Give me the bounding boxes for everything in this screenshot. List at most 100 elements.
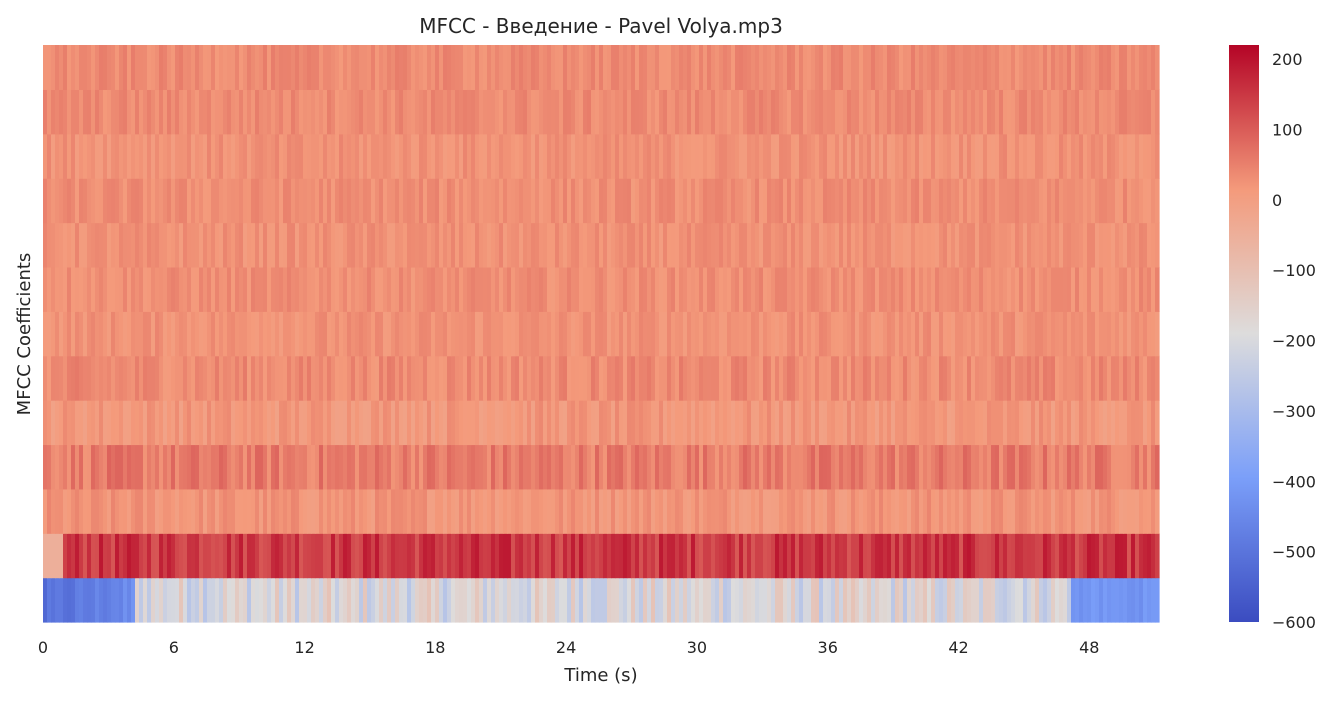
heatmap-cell [1123, 355, 1128, 401]
heatmap-cell [611, 45, 616, 90]
heatmap-cell [643, 178, 648, 224]
heatmap-cell [111, 89, 116, 135]
heatmap-cell [1047, 355, 1052, 401]
heatmap-cell [307, 311, 312, 357]
heatmap-cell [695, 133, 700, 179]
heatmap-cell [527, 355, 532, 401]
heatmap-cell [375, 355, 380, 401]
heatmap-cell [331, 400, 336, 446]
x-tick-label: 30 [687, 638, 707, 657]
heatmap-cell [235, 400, 240, 446]
heatmap-cell [559, 577, 564, 623]
heatmap-cell [979, 266, 984, 312]
heatmap-cell [983, 266, 988, 312]
heatmap-cell [863, 222, 868, 268]
heatmap-cell [1151, 444, 1156, 490]
heatmap-cell [83, 266, 88, 312]
heatmap-cell [943, 45, 948, 90]
heatmap-cell [283, 444, 288, 490]
heatmap-cell [795, 311, 800, 357]
heatmap-cell [827, 266, 832, 312]
heatmap-cell [135, 577, 140, 623]
heatmap-cell [699, 577, 704, 623]
heatmap-cell [95, 355, 100, 401]
heatmap-cell [919, 533, 924, 579]
heatmap-cell [835, 355, 840, 401]
heatmap-cell [923, 444, 928, 490]
heatmap-cell [875, 444, 880, 490]
heatmap-cell [223, 45, 228, 90]
heatmap-cell [1063, 400, 1068, 446]
heatmap-cell [891, 400, 896, 446]
heatmap-cell [831, 488, 836, 534]
heatmap-cell [75, 400, 80, 446]
heatmap-cell [351, 311, 356, 357]
heatmap-cell [159, 355, 164, 401]
heatmap-cell [971, 311, 976, 357]
heatmap-cell [579, 266, 584, 312]
heatmap-cell [647, 222, 652, 268]
heatmap-cell [515, 577, 520, 623]
heatmap-cell [1143, 488, 1148, 534]
heatmap-cell [855, 178, 860, 224]
heatmap-cell [371, 577, 376, 623]
heatmap-cell [395, 533, 400, 579]
heatmap-cell [687, 444, 692, 490]
heatmap-cell [675, 222, 680, 268]
heatmap-cell [847, 533, 852, 579]
heatmap-cell [803, 89, 808, 135]
heatmap-cell [1115, 355, 1120, 401]
heatmap-cell [879, 133, 884, 179]
heatmap-cell [147, 400, 152, 446]
heatmap-cell [175, 222, 180, 268]
heatmap-cell [495, 577, 500, 623]
heatmap-cell [167, 488, 172, 534]
heatmap-cell [487, 266, 492, 312]
heatmap-cell [1051, 45, 1056, 90]
heatmap-cell [123, 488, 128, 534]
heatmap-cell [479, 444, 484, 490]
heatmap-cell [755, 89, 760, 135]
heatmap-cell [483, 89, 488, 135]
heatmap-cell [955, 355, 960, 401]
heatmap-cell [1007, 355, 1012, 401]
heatmap-cell [147, 444, 152, 490]
heatmap-cell [327, 178, 332, 224]
heatmap-cell [343, 355, 348, 401]
heatmap-cell [611, 133, 616, 179]
heatmap-cell [563, 533, 568, 579]
heatmap-cell [115, 178, 120, 224]
heatmap-cell [619, 178, 624, 224]
heatmap-cell [559, 178, 564, 224]
heatmap-cell [1063, 89, 1068, 135]
heatmap-cell [543, 45, 548, 90]
heatmap-cell [787, 222, 792, 268]
heatmap-cell [831, 444, 836, 490]
heatmap-cell [603, 355, 608, 401]
heatmap-cell [1143, 178, 1148, 224]
heatmap-cell [827, 222, 832, 268]
heatmap-cell [1063, 533, 1068, 579]
heatmap-cell [859, 444, 864, 490]
heatmap-cell [1079, 45, 1084, 90]
heatmap-cell [623, 488, 628, 534]
heatmap-cell [795, 400, 800, 446]
heatmap-cell [903, 311, 908, 357]
heatmap-cell [1095, 577, 1100, 623]
heatmap-cell [67, 488, 72, 534]
heatmap-cell [75, 45, 80, 90]
heatmap-cell [339, 266, 344, 312]
heatmap-cell [1119, 89, 1124, 135]
heatmap-cell [167, 89, 172, 135]
heatmap-cell [543, 533, 548, 579]
heatmap-cell [1039, 45, 1044, 90]
heatmap-cell [267, 400, 272, 446]
heatmap-cell [43, 577, 48, 623]
heatmap-cell [671, 45, 676, 90]
heatmap-cell [935, 266, 940, 312]
heatmap-cell [623, 577, 628, 623]
heatmap-cell [575, 222, 580, 268]
heatmap-cell [531, 178, 536, 224]
heatmap-cell [407, 533, 412, 579]
heatmap-cell [587, 355, 592, 401]
